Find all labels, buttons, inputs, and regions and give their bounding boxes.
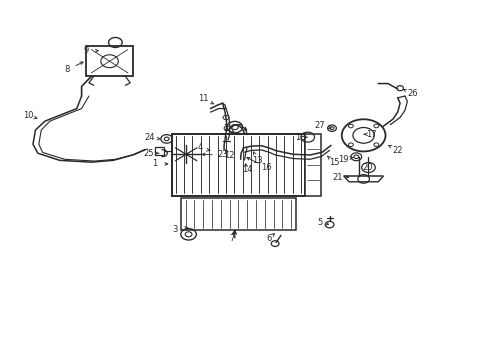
Text: 2: 2 bbox=[224, 124, 229, 133]
Text: 11: 11 bbox=[198, 94, 208, 103]
Text: 25: 25 bbox=[142, 149, 153, 158]
Text: 14: 14 bbox=[241, 166, 252, 175]
Text: 23: 23 bbox=[217, 150, 227, 159]
Text: 19: 19 bbox=[337, 155, 348, 164]
Text: 26: 26 bbox=[406, 89, 417, 98]
Text: 12: 12 bbox=[223, 151, 234, 160]
Text: 16: 16 bbox=[261, 163, 271, 172]
Text: 7: 7 bbox=[229, 234, 235, 243]
Text: 5: 5 bbox=[317, 218, 322, 227]
Bar bbox=[154, 147, 164, 156]
Bar bbox=[171, 134, 305, 196]
Text: 6: 6 bbox=[265, 234, 271, 243]
Bar bbox=[305, 134, 320, 196]
Text: 20: 20 bbox=[362, 163, 372, 172]
Text: 4: 4 bbox=[197, 143, 202, 152]
Text: 17: 17 bbox=[366, 130, 376, 139]
Text: 18: 18 bbox=[294, 133, 305, 142]
Text: 15: 15 bbox=[328, 158, 339, 167]
Text: 24: 24 bbox=[144, 133, 155, 142]
Bar bbox=[86, 46, 132, 76]
Text: 8: 8 bbox=[64, 66, 70, 75]
Bar bbox=[181, 198, 295, 230]
Text: 3: 3 bbox=[172, 225, 178, 234]
Text: 21: 21 bbox=[332, 173, 343, 182]
Text: 22: 22 bbox=[391, 146, 402, 155]
Text: 27: 27 bbox=[314, 121, 325, 130]
Text: 9: 9 bbox=[83, 46, 89, 55]
Text: 13: 13 bbox=[252, 156, 263, 165]
Text: 1: 1 bbox=[152, 159, 157, 168]
Text: 10: 10 bbox=[23, 111, 33, 120]
